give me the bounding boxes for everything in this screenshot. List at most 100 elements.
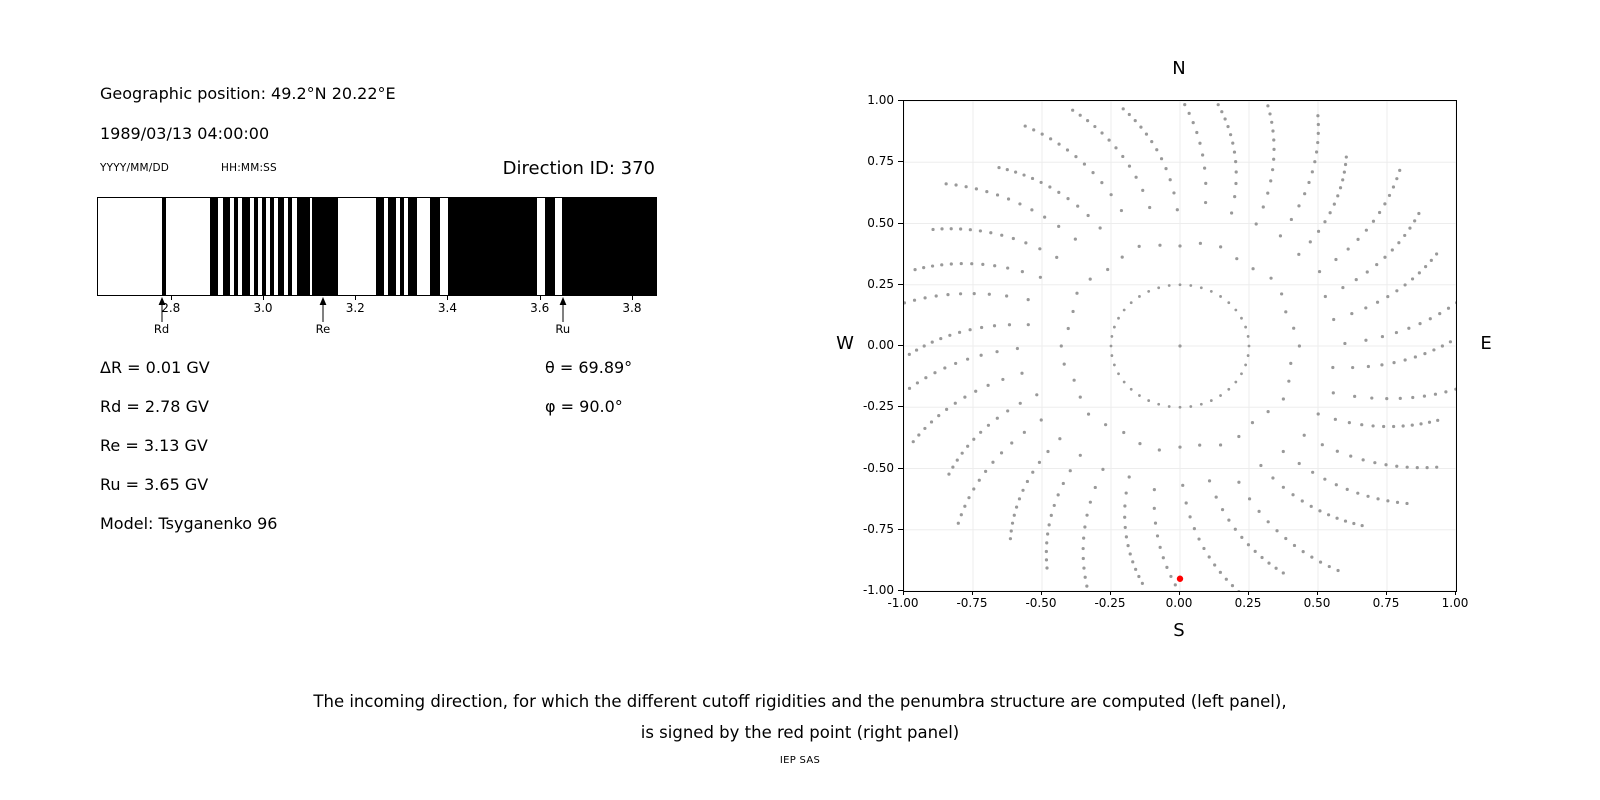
penumbra-band: [262, 198, 266, 295]
scatter-point: [1046, 532, 1050, 536]
penumbra-band: [562, 198, 656, 295]
compass-south-label: S: [1173, 620, 1185, 641]
scatter-point: [1112, 363, 1116, 367]
scatter-point: [978, 229, 982, 233]
scatter-point: [1323, 294, 1327, 299]
scatter-point: [954, 183, 958, 187]
scatter-point: [1405, 501, 1409, 506]
scatter-point: [1280, 292, 1284, 296]
scatter-point: [1198, 141, 1202, 145]
scatter-point: [1173, 583, 1177, 587]
scatter-point: [1316, 140, 1320, 145]
scatter-point: [1121, 107, 1125, 111]
scatter-point: [1413, 219, 1417, 223]
scatter-point: [1281, 397, 1285, 401]
cutoff-marker-label: Rd: [153, 322, 170, 336]
scatter-point: [1316, 122, 1320, 127]
scatter-point: [1386, 499, 1390, 503]
scatter-point: [999, 451, 1004, 455]
y-tick-label: -0.75: [862, 521, 894, 536]
scatter-point: [1015, 346, 1019, 351]
ru-label: Ru = 3.65 GV: [100, 475, 209, 494]
scatter-point: [1292, 543, 1297, 548]
scatter-point: [1000, 233, 1004, 237]
scatter-point: [1167, 284, 1171, 287]
scatter-point: [948, 333, 952, 337]
scatter-point: [1336, 568, 1340, 573]
scatter-point: [1101, 467, 1105, 471]
scatter-point: [1138, 442, 1142, 446]
scatter-point: [1014, 170, 1018, 174]
scatter-point: [1316, 412, 1320, 416]
scatter-point: [1391, 185, 1396, 189]
y-tick: [898, 345, 903, 346]
scatter-point: [1188, 515, 1192, 519]
scatter-point: [1446, 306, 1451, 310]
scatter-point: [957, 330, 962, 334]
scatter-point: [1334, 483, 1338, 487]
cutoff-params: ΔR = 0.01 GV Rd = 2.78 GV Re = 3.13 GV R…: [100, 348, 277, 543]
scatter-point: [1234, 380, 1238, 384]
figure-caption: The incoming direction, for which the di…: [0, 686, 1600, 748]
scatter-point: [1365, 270, 1369, 274]
scatter-point: [1158, 243, 1162, 247]
scatter-point: [1343, 162, 1348, 167]
scatter-point: [1010, 521, 1015, 525]
scatter-point: [1403, 283, 1407, 287]
scatter-point: [1124, 491, 1128, 495]
scatter-point: [1395, 177, 1399, 181]
x-tick-label: 0.00: [1165, 596, 1193, 610]
scatter-point: [989, 231, 993, 235]
scatter-point: [1343, 519, 1348, 523]
scatter-point: [1148, 205, 1152, 210]
y-tick: [898, 467, 903, 469]
penumbra-band: [234, 198, 239, 295]
scatter-point: [1291, 493, 1295, 497]
scatter-point: [1300, 499, 1304, 503]
scatter-point: [1309, 504, 1313, 508]
scatter-point: [1397, 241, 1401, 245]
scatter-point: [1403, 233, 1407, 238]
scatter-point: [1234, 170, 1238, 174]
scatter-point: [995, 350, 999, 354]
scatter-point: [1126, 544, 1130, 548]
scatter-point: [1172, 191, 1176, 195]
scatter-point: [1318, 509, 1322, 513]
scatter-point: [1425, 465, 1429, 470]
scatter-point: [1220, 507, 1225, 512]
scatter-point: [1164, 166, 1168, 171]
scatter-point: [1009, 529, 1013, 533]
scatter-point: [1407, 326, 1411, 330]
scatter-point: [1207, 479, 1212, 483]
x-tick-label: -1.00: [887, 596, 919, 610]
scatter-point: [1326, 513, 1331, 517]
scatter-point: [1353, 394, 1357, 398]
x-tick-label: -0.75: [956, 596, 988, 610]
scatter-point: [1057, 142, 1061, 146]
scatter-point: [1109, 193, 1113, 197]
scatter-point: [1350, 311, 1354, 316]
scatter-point: [1018, 202, 1022, 206]
penumbra-markers: Rd Re Ru: [97, 297, 655, 349]
scatter-point: [1448, 340, 1453, 344]
x-tick-label: 3.6: [530, 301, 550, 315]
scatter-point: [1047, 523, 1051, 527]
scatter-point: [1005, 168, 1009, 172]
scatter-point: [1247, 344, 1251, 348]
scatter-point: [1219, 245, 1223, 249]
scatter-point: [1390, 248, 1394, 252]
scatter-point: [1395, 464, 1399, 468]
y-tick-label: -0.25: [862, 399, 894, 414]
scatter-point: [1055, 255, 1059, 259]
scatter-point: [1266, 520, 1270, 524]
scatter-point: [1370, 396, 1374, 400]
scatter-point: [944, 182, 948, 186]
scatter-point: [1371, 219, 1376, 223]
scatter-point: [1187, 111, 1191, 115]
x-tick: [170, 296, 172, 300]
caption-line-2: is signed by the red point (right panel): [640, 723, 960, 742]
scatter-point: [1071, 108, 1075, 112]
scatter-point: [1361, 458, 1365, 462]
scatter-point: [956, 521, 960, 525]
scatter-point: [1371, 424, 1375, 428]
